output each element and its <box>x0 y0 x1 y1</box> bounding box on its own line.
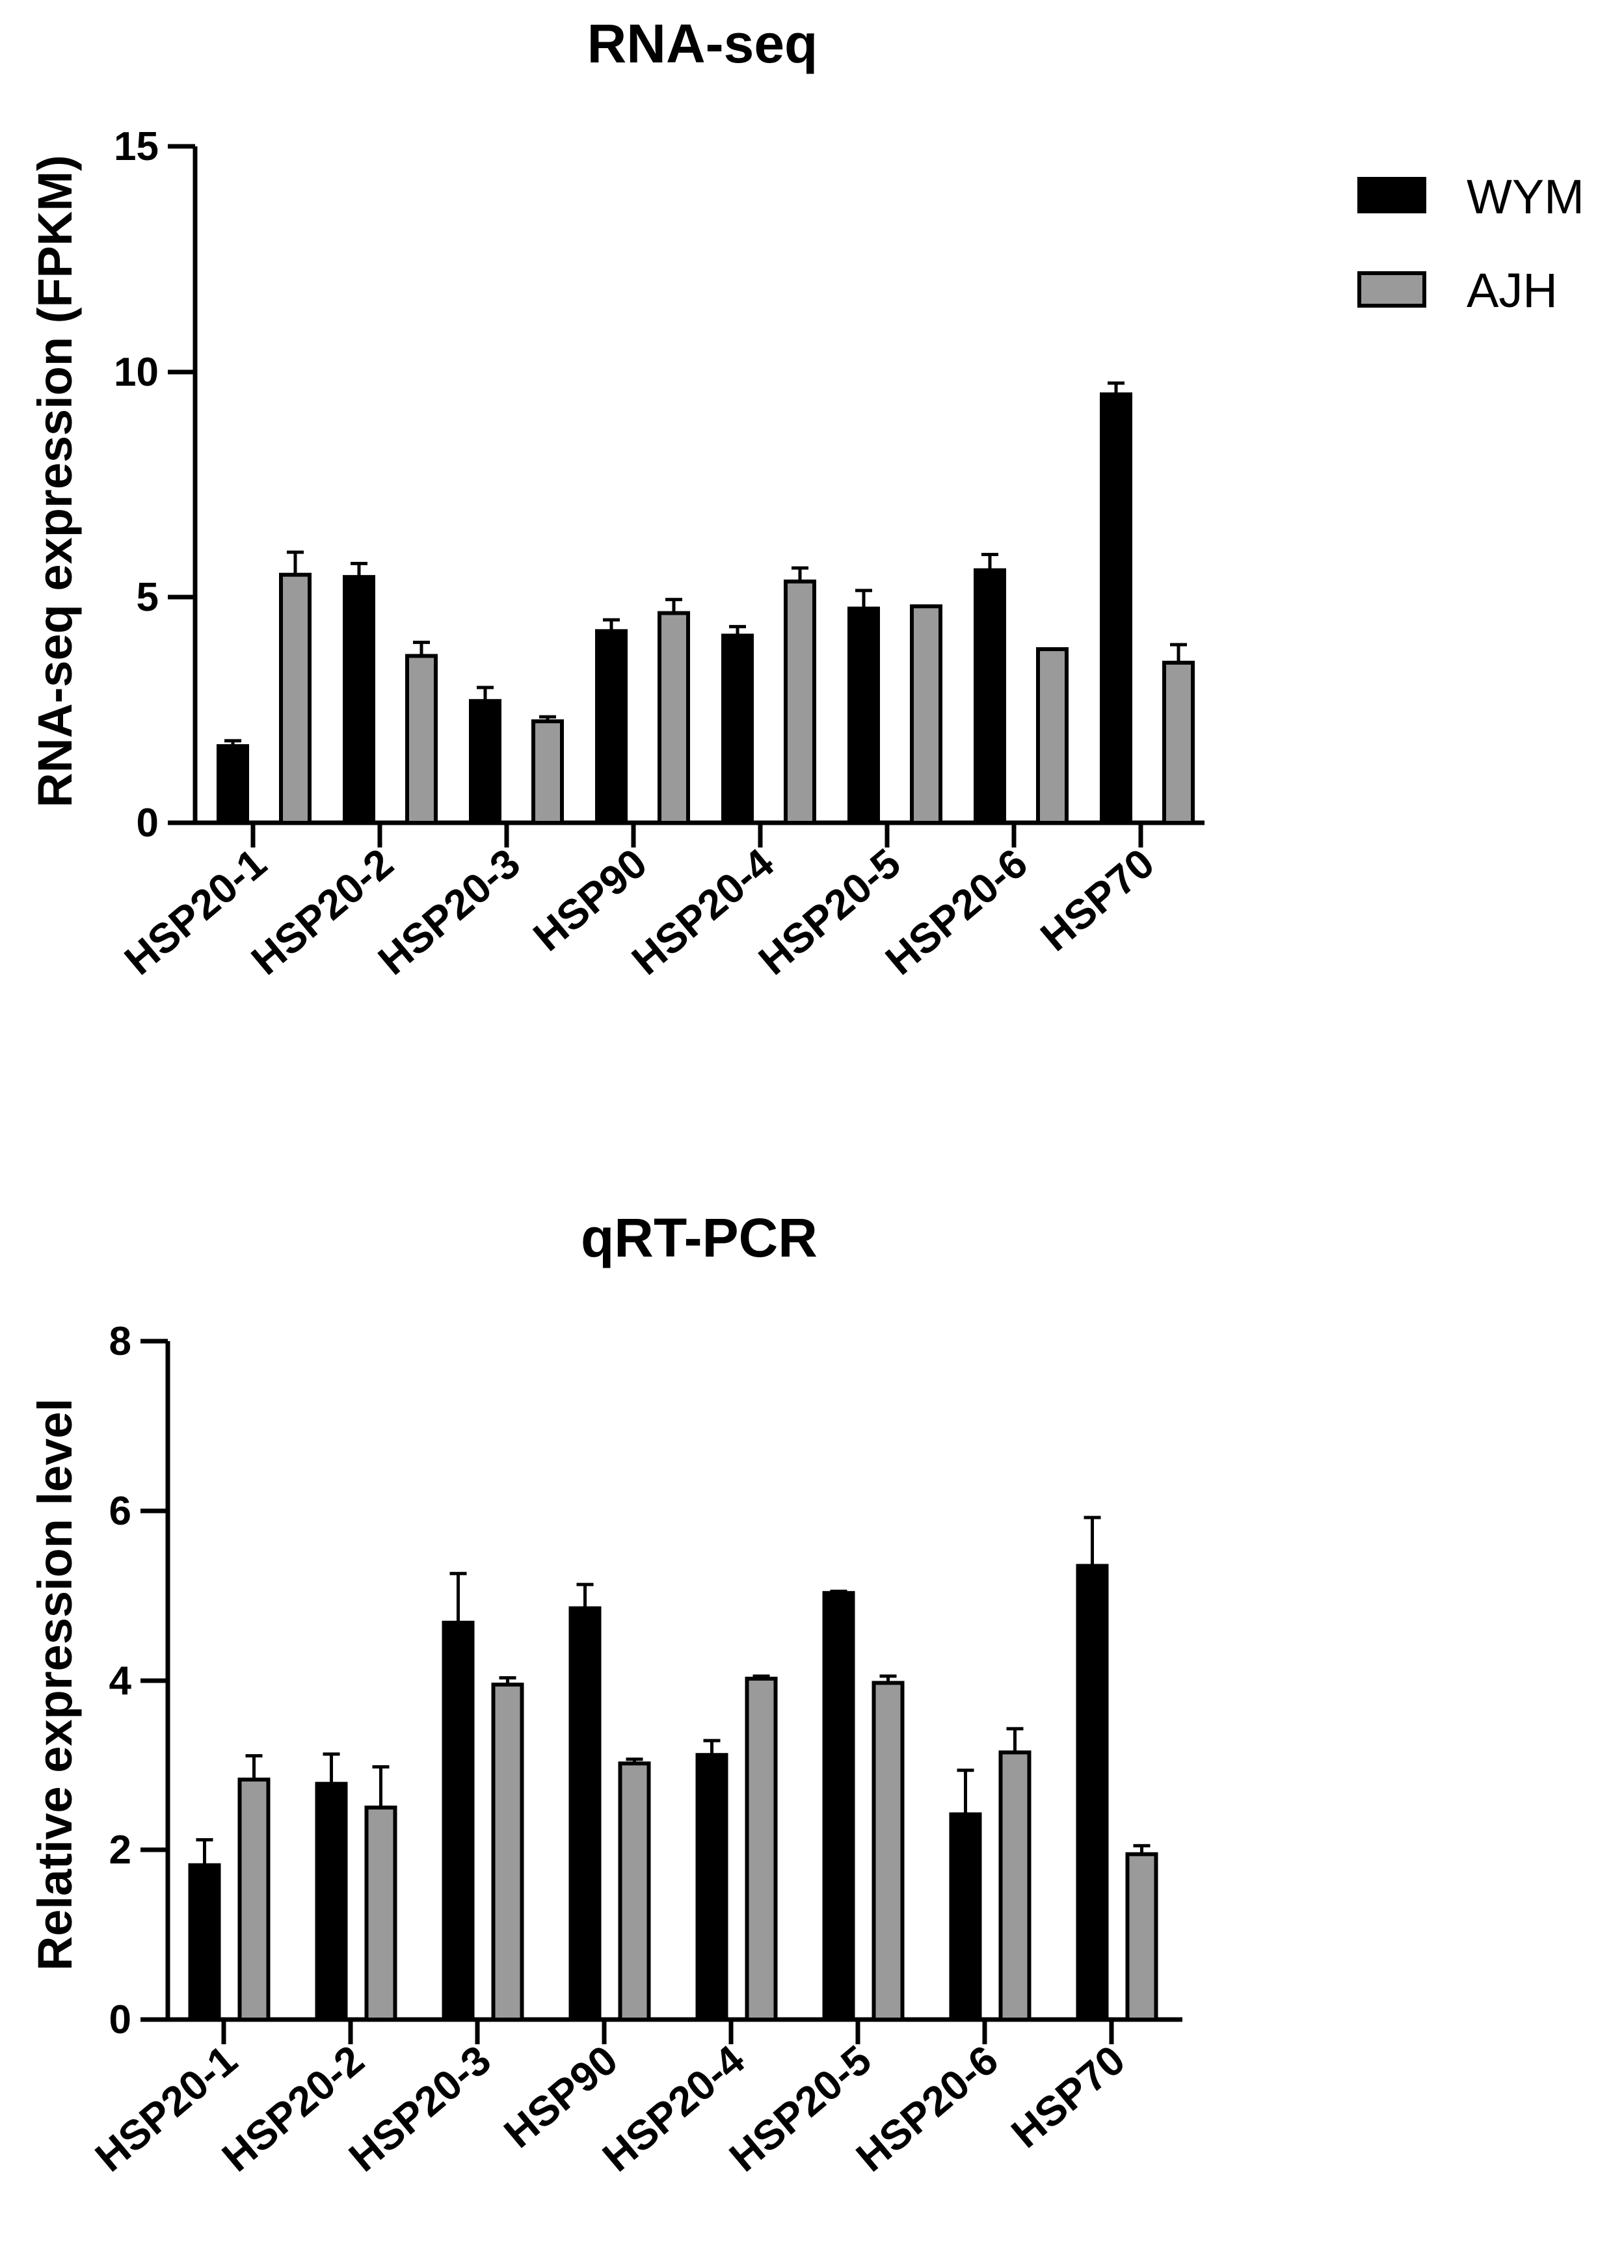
bar-wym <box>188 1863 221 2022</box>
x-ticks: HSP20-1 HSP20-2 HSP20-3 HSP90 HSP20-4 HS… <box>87 2020 1134 2181</box>
y-tick-label: 8 <box>109 1319 131 1364</box>
bar-wym <box>315 1781 348 2022</box>
bar-ajh <box>658 611 690 825</box>
x-tick-label: HSP20-1 <box>116 840 275 984</box>
bar-ajh <box>405 654 438 825</box>
bar-ajh <box>784 580 816 825</box>
y-axis-label: RNA-seq expression (FPKM) <box>28 155 82 807</box>
bar-wym <box>469 699 501 825</box>
y-tick-label: 10 <box>114 350 159 395</box>
y-tick-label: 5 <box>137 575 159 620</box>
chart-rna-seq: RNA-seq RNA-seq expression (FPKM) 0 5 10… <box>28 13 1205 984</box>
legend-swatch-wym <box>1357 177 1426 213</box>
y-tick-label: 2 <box>109 1828 131 1873</box>
bar-ajh <box>279 572 312 825</box>
chart-title: RNA-seq <box>587 13 818 74</box>
y-tick-label: 6 <box>109 1489 131 1534</box>
bar-wym <box>822 1591 855 2022</box>
x-tick-label: HSP20-5 <box>721 2036 880 2181</box>
bars <box>217 381 1195 825</box>
y-tick-label: 0 <box>137 801 159 846</box>
x-tick-label: HSP20-2 <box>243 840 402 984</box>
bar-wym <box>568 1606 602 2021</box>
x-tick-label: HSP20-5 <box>750 840 909 984</box>
bar-ajh <box>745 1676 778 2022</box>
y-tick: 6 <box>109 1489 168 1534</box>
bar-ajh <box>872 1681 905 2021</box>
bar-ajh <box>237 1778 271 2022</box>
bar-wym <box>1076 1564 1109 2021</box>
legend-label-ajh: AJH <box>1467 263 1558 317</box>
x-tick-label: HSP20-4 <box>594 2036 754 2180</box>
y-tick-label: 0 <box>109 1997 131 2042</box>
chart-qrt-pcr: qRT-PCR Relative expression level 0 2 4 … <box>28 1207 1182 2181</box>
bar-wym <box>343 575 375 825</box>
y-tick: 15 <box>114 124 195 169</box>
bar-wym <box>217 744 249 825</box>
y-tick: 5 <box>137 575 195 620</box>
y-axis-label: Relative expression level <box>28 1398 82 1971</box>
x-tick-label: HSP20-3 <box>340 2036 499 2181</box>
y-tick: 8 <box>109 1319 168 1364</box>
legend-label-wym: WYM <box>1467 170 1584 224</box>
bar-wym <box>974 568 1006 825</box>
bar-wym <box>442 1620 475 2021</box>
bar-wym <box>695 1753 728 2021</box>
chart-title: qRT-PCR <box>581 1207 818 1268</box>
x-tick-label: HSP20-3 <box>369 840 529 984</box>
bars <box>188 1515 1158 2022</box>
bar-ajh <box>998 1750 1032 2022</box>
y-tick-label: 4 <box>109 1659 132 1703</box>
legend: WYM AJH <box>1357 170 1584 317</box>
y-ticks: 0 5 10 15 <box>114 124 195 846</box>
x-ticks: HSP20-1 HSP20-2 HSP20-3 HSP90 HSP20-4 HS… <box>116 823 1163 984</box>
y-tick: 0 <box>137 801 195 846</box>
bar-wym <box>595 629 628 825</box>
legend-item-ajh: AJH <box>1357 263 1558 317</box>
y-tick: 2 <box>109 1828 168 1873</box>
bar-ajh <box>910 604 942 825</box>
bar-wym <box>949 1812 982 2021</box>
bar-ajh <box>1036 647 1069 825</box>
y-tick: 0 <box>109 1997 168 2042</box>
x-tick-label: HSP20-6 <box>847 2036 1007 2181</box>
y-tick-label: 15 <box>114 124 159 169</box>
x-tick-label: HSP20-4 <box>623 839 783 983</box>
bar-ajh <box>531 719 564 825</box>
y-ticks: 0 2 4 6 8 <box>109 1319 168 2042</box>
bar-ajh <box>618 1761 651 2022</box>
x-tick-label: HSP20-2 <box>213 2036 373 2181</box>
legend-swatch-ajh <box>1357 271 1426 308</box>
x-tick-label: HSP70 <box>1002 2036 1134 2157</box>
bar-ajh <box>1125 1852 1158 2022</box>
x-tick-label: HSP20-6 <box>877 840 1036 984</box>
bar-ajh <box>1162 660 1195 825</box>
legend-item-wym: WYM <box>1357 170 1584 224</box>
bar-wym <box>847 606 880 825</box>
y-tick: 4 <box>109 1659 168 1703</box>
bar-ajh <box>491 1683 524 2022</box>
x-tick-label: HSP20-1 <box>87 2036 246 2181</box>
bar-wym <box>1100 392 1132 825</box>
bar-ajh <box>364 1806 397 2021</box>
x-tick-label: HSP70 <box>1032 840 1163 961</box>
bar-wym <box>721 634 754 825</box>
y-tick: 10 <box>114 350 195 395</box>
